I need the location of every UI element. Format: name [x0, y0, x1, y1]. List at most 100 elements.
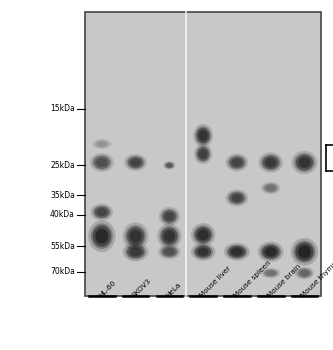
Text: 55kDa: 55kDa	[50, 241, 75, 251]
Ellipse shape	[199, 149, 207, 159]
Ellipse shape	[195, 246, 211, 258]
Ellipse shape	[191, 243, 215, 261]
Ellipse shape	[264, 184, 277, 192]
Ellipse shape	[160, 246, 178, 258]
Text: 25kDa: 25kDa	[50, 161, 75, 170]
Ellipse shape	[91, 223, 113, 249]
Ellipse shape	[263, 269, 279, 277]
Ellipse shape	[196, 146, 210, 162]
Ellipse shape	[300, 270, 309, 276]
Ellipse shape	[161, 228, 177, 245]
Ellipse shape	[229, 156, 244, 168]
Ellipse shape	[130, 230, 142, 243]
Ellipse shape	[291, 151, 317, 174]
Ellipse shape	[263, 183, 279, 193]
Text: 15kDa: 15kDa	[50, 104, 75, 113]
Ellipse shape	[162, 247, 177, 257]
Ellipse shape	[228, 246, 245, 258]
Ellipse shape	[162, 210, 176, 223]
Ellipse shape	[195, 126, 211, 145]
Ellipse shape	[297, 268, 312, 278]
Ellipse shape	[125, 225, 146, 247]
Text: 35kDa: 35kDa	[50, 191, 75, 199]
Ellipse shape	[166, 163, 172, 167]
Text: Mouse thymus: Mouse thymus	[300, 257, 333, 299]
Bar	[85, 12, 321, 296]
Ellipse shape	[158, 244, 181, 259]
Ellipse shape	[195, 227, 211, 243]
Ellipse shape	[231, 248, 243, 256]
Ellipse shape	[196, 128, 210, 144]
Ellipse shape	[295, 267, 314, 279]
Ellipse shape	[262, 245, 279, 259]
Ellipse shape	[261, 154, 280, 171]
Ellipse shape	[263, 156, 279, 169]
Ellipse shape	[159, 207, 180, 226]
Ellipse shape	[127, 227, 144, 245]
Ellipse shape	[94, 206, 110, 218]
Ellipse shape	[94, 156, 110, 169]
Ellipse shape	[165, 162, 173, 168]
Ellipse shape	[197, 147, 209, 161]
Ellipse shape	[97, 208, 107, 216]
Text: Mouse spleen: Mouse spleen	[233, 259, 272, 299]
Text: HL-60: HL-60	[98, 279, 117, 299]
Ellipse shape	[260, 244, 281, 260]
Ellipse shape	[228, 191, 246, 205]
Ellipse shape	[163, 161, 175, 170]
Ellipse shape	[164, 248, 175, 255]
Ellipse shape	[164, 230, 175, 242]
Ellipse shape	[298, 269, 311, 277]
Ellipse shape	[261, 268, 281, 278]
Ellipse shape	[160, 226, 179, 246]
Ellipse shape	[258, 152, 283, 173]
Ellipse shape	[88, 220, 116, 252]
Text: Mouse brain: Mouse brain	[266, 263, 302, 299]
Ellipse shape	[226, 245, 247, 259]
Text: 40kDa: 40kDa	[50, 210, 75, 219]
Ellipse shape	[94, 140, 110, 148]
Ellipse shape	[229, 192, 244, 204]
Ellipse shape	[93, 205, 111, 219]
Ellipse shape	[293, 241, 315, 263]
Ellipse shape	[265, 247, 277, 257]
Ellipse shape	[264, 270, 277, 276]
Ellipse shape	[193, 245, 213, 259]
Ellipse shape	[294, 153, 315, 172]
Ellipse shape	[125, 244, 146, 259]
Ellipse shape	[90, 204, 113, 220]
Ellipse shape	[193, 225, 213, 244]
Ellipse shape	[130, 159, 141, 167]
Text: 70kDa: 70kDa	[50, 267, 75, 276]
Ellipse shape	[231, 194, 242, 202]
Ellipse shape	[157, 223, 181, 249]
Ellipse shape	[231, 158, 242, 167]
Ellipse shape	[265, 158, 276, 167]
Text: SKOV3: SKOV3	[131, 277, 153, 299]
Ellipse shape	[266, 271, 275, 275]
Ellipse shape	[261, 182, 281, 194]
Ellipse shape	[130, 247, 142, 256]
Ellipse shape	[97, 142, 107, 147]
Ellipse shape	[95, 141, 108, 148]
Ellipse shape	[92, 139, 112, 149]
Ellipse shape	[225, 154, 248, 172]
Ellipse shape	[298, 245, 311, 258]
Ellipse shape	[197, 229, 209, 240]
Ellipse shape	[93, 226, 111, 247]
Ellipse shape	[165, 162, 174, 169]
Ellipse shape	[96, 229, 108, 244]
Ellipse shape	[225, 189, 248, 206]
Ellipse shape	[193, 124, 213, 147]
Ellipse shape	[191, 223, 215, 246]
Ellipse shape	[296, 155, 313, 170]
Ellipse shape	[128, 157, 143, 168]
Ellipse shape	[123, 222, 149, 250]
Ellipse shape	[127, 245, 144, 258]
Ellipse shape	[295, 243, 314, 261]
Ellipse shape	[161, 209, 178, 224]
Ellipse shape	[123, 242, 149, 261]
Ellipse shape	[258, 241, 284, 262]
Ellipse shape	[92, 155, 112, 170]
Ellipse shape	[224, 243, 250, 261]
